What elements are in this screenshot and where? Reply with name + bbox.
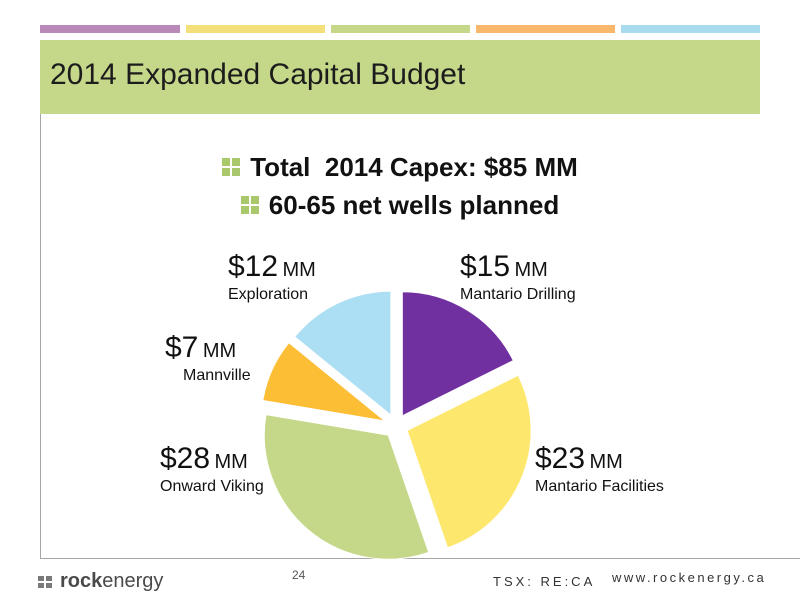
slice-unit: MM bbox=[514, 259, 548, 281]
slice-amount: $7 bbox=[165, 331, 199, 364]
logo-text-rock: rock bbox=[60, 570, 103, 592]
pie-slice-mantario-drilling bbox=[401, 291, 514, 417]
slice-name: Onward Viking bbox=[160, 478, 264, 495]
slice-label-mantario-facilities: $23 MM Mantario Facilities bbox=[535, 442, 664, 496]
slice-amount: $23 bbox=[535, 442, 586, 475]
bullet-item-wells: 60-65 net wells planned bbox=[0, 186, 800, 224]
logo-squares-icon bbox=[38, 575, 54, 588]
title-band: 2014 Expanded Capital Budget bbox=[40, 40, 760, 114]
frame-left-line bbox=[40, 114, 41, 559]
slide-title: 2014 Expanded Capital Budget bbox=[50, 58, 466, 91]
slice-amount: $12 bbox=[228, 250, 279, 283]
slice-amount: $28 bbox=[160, 442, 211, 475]
four-squares-icon bbox=[222, 158, 241, 176]
slice-name: Mantario Drilling bbox=[460, 286, 576, 303]
page-number: 24 bbox=[292, 568, 306, 582]
slice-label-exploration: $12 MM Exploration bbox=[228, 250, 316, 304]
pie-slice-mannville bbox=[262, 342, 387, 422]
slice-unit: MM bbox=[214, 451, 248, 473]
bullet-list: Total 2014 Capex: $85 MM 60-65 net wells… bbox=[0, 148, 800, 224]
four-squares-icon bbox=[240, 196, 259, 214]
top-color-bars bbox=[40, 25, 760, 33]
logo-text-energy: energy bbox=[102, 570, 164, 592]
slice-name: Mantario Facilities bbox=[535, 478, 664, 495]
company-logo: rock energy bbox=[38, 570, 163, 593]
top-bar-3 bbox=[331, 25, 470, 33]
slice-amount: $15 bbox=[460, 250, 511, 283]
top-bar-2 bbox=[186, 25, 325, 33]
pie-slice-onward-viking bbox=[263, 414, 430, 560]
slice-unit: MM bbox=[202, 340, 237, 362]
slice-unit: MM bbox=[589, 451, 623, 473]
slice-name: Mannville bbox=[183, 367, 251, 384]
top-bar-1 bbox=[40, 25, 180, 33]
frame-bottom-line bbox=[40, 558, 800, 559]
slice-name: Exploration bbox=[228, 286, 309, 303]
slice-label-onward-viking: $28 MM Onward Viking bbox=[160, 442, 264, 496]
pie-slice-mantario-facilities bbox=[406, 374, 532, 549]
slice-label-mantario-drilling: $15 MM Mantario Drilling bbox=[460, 250, 576, 304]
top-bar-4 bbox=[476, 25, 615, 33]
slice-unit: MM bbox=[282, 259, 316, 281]
stock-ticker: TSX: RE:CA bbox=[493, 574, 596, 589]
website-link[interactable]: www.rockenergy.ca bbox=[612, 570, 767, 585]
top-bar-5 bbox=[621, 25, 760, 33]
pie-slice-exploration bbox=[294, 290, 392, 417]
bullet-item-capex: Total 2014 Capex: $85 MM bbox=[0, 148, 800, 186]
bullet-text-wells: 60-65 net wells planned bbox=[268, 189, 560, 220]
bullet-text-capex: Total 2014 Capex: $85 MM bbox=[250, 151, 578, 182]
slice-label-mannville: $7 MM Mannville bbox=[165, 331, 251, 385]
